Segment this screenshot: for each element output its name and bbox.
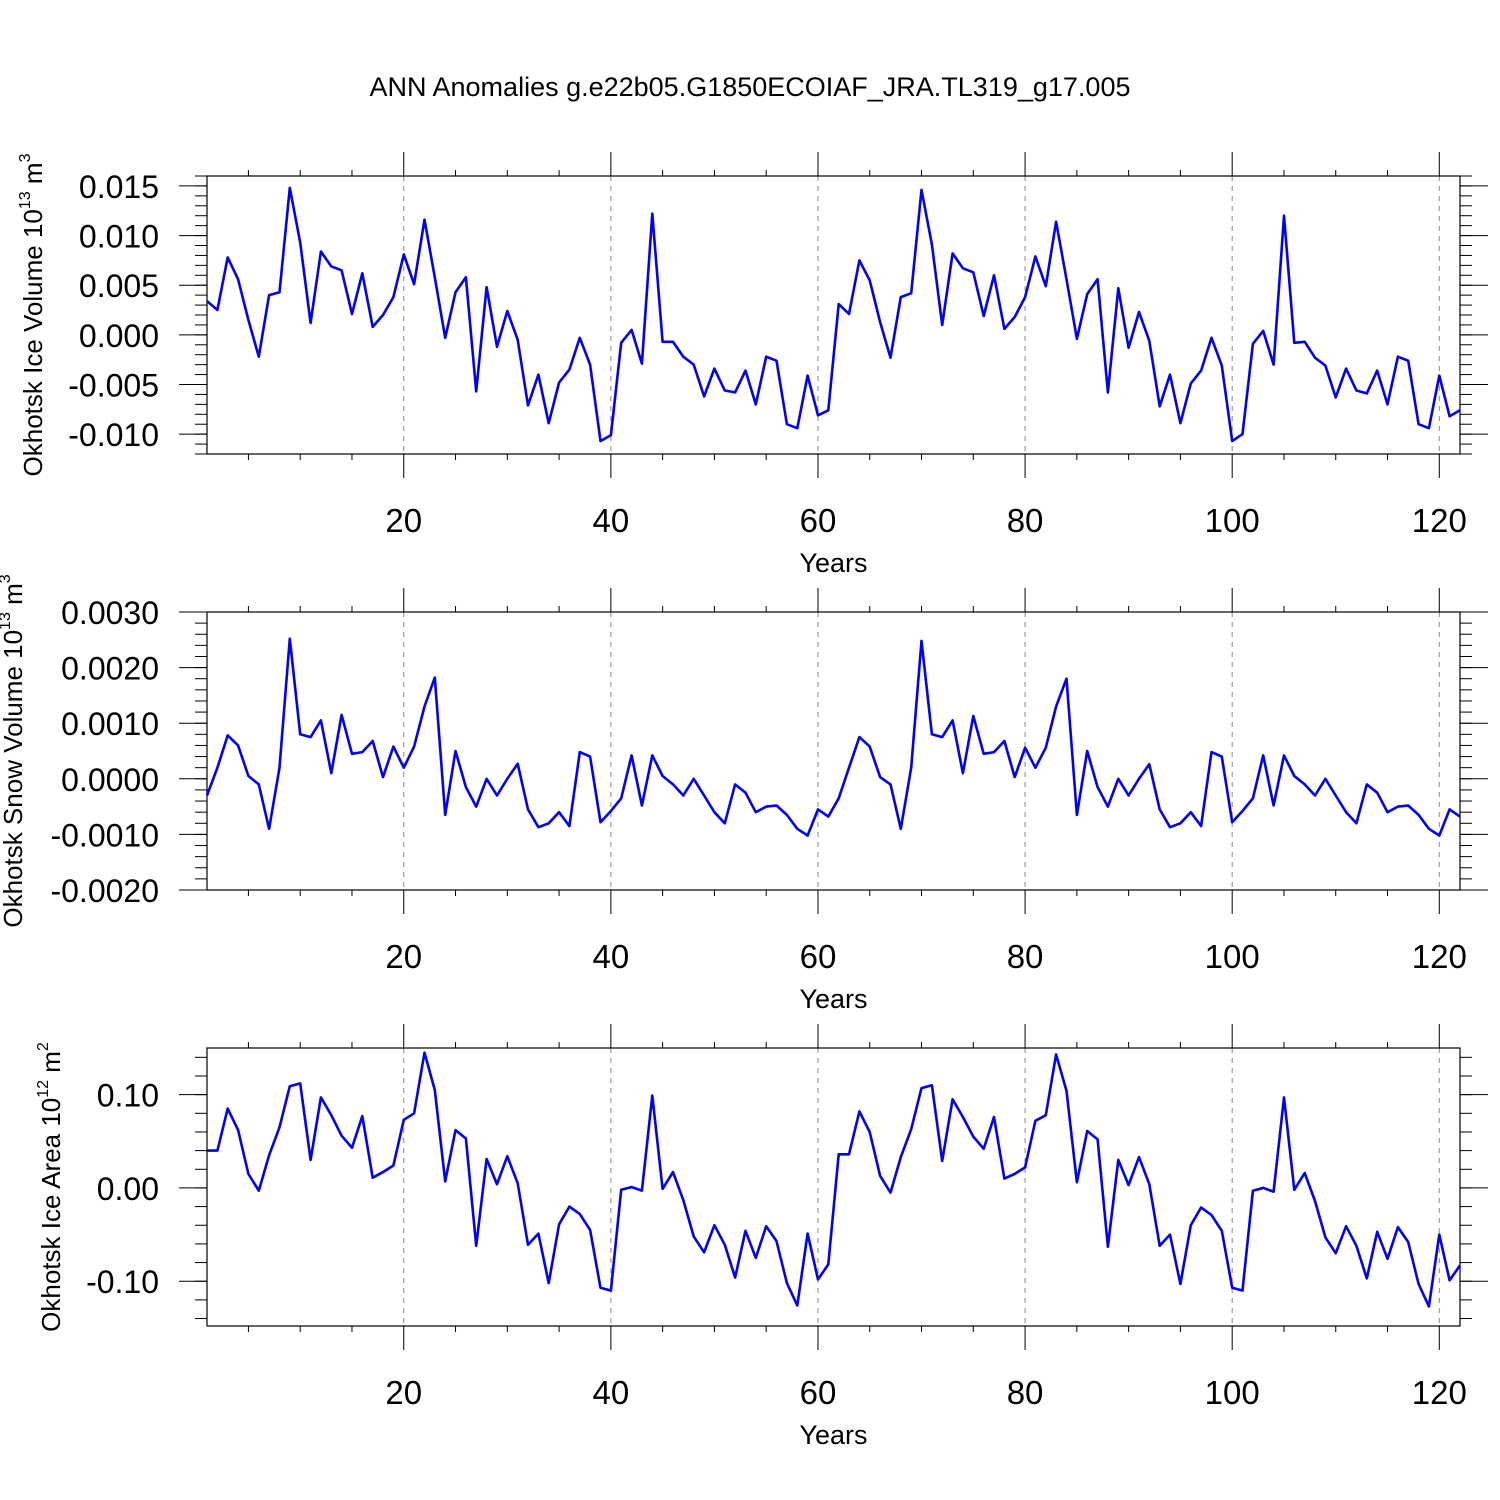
chart-panel-1: 20 40 60 80 100 120 -0.010 -0.005 0.000 0.005 0.01… <box>17 152 1488 578</box>
plot-frame <box>206 175 1461 455</box>
x-tick-label: 120 <box>1412 938 1467 975</box>
y-tick-label: 0.0010 <box>61 706 159 742</box>
x-tick-label: 60 <box>800 1374 837 1411</box>
y-tick-label: 0.015 <box>79 169 159 205</box>
y-tick-label: 0.10 <box>97 1078 159 1114</box>
page-title: ANN Anomalies g.e22b05.G1850ECOIAF_JRA.T… <box>369 72 1131 102</box>
x-tick-label: 100 <box>1205 938 1260 975</box>
plot-frame <box>206 1047 1461 1327</box>
series-line <box>206 186 1461 443</box>
series-line <box>207 1051 1462 1308</box>
y-tick-label: -0.005 <box>68 368 159 404</box>
chart-panel-2: 20 40 60 80 100 120 -0.0020 -0.0010 0.0000 0.0010… <box>0 574 1488 1014</box>
y-tick-label: 0.000 <box>79 318 159 354</box>
x-tick-label: 100 <box>1205 502 1260 539</box>
x-tick-label: 100 <box>1205 1374 1260 1411</box>
x-axis-label: Years <box>799 1420 867 1450</box>
y-axis-label: Okhotsk Ice Area 1012 m2 <box>35 1042 66 1332</box>
y-axis-label: Okhotsk Snow Volume 1013 m3 <box>0 574 28 927</box>
x-tick-label: 20 <box>385 938 422 975</box>
x-tick-label: 60 <box>800 938 837 975</box>
x-tick-label: 40 <box>593 938 630 975</box>
x-axis-label: Years <box>799 548 867 578</box>
y-tick-label: -0.010 <box>68 417 159 453</box>
y-tick-label: 0.010 <box>79 219 159 255</box>
x-tick-label: 20 <box>385 502 422 539</box>
y-tick-label: 0.0030 <box>61 595 159 631</box>
x-tick-label: 120 <box>1412 502 1467 539</box>
y-tick-label: 0.005 <box>79 268 159 304</box>
x-tick-label: 80 <box>1007 502 1044 539</box>
y-tick-label: 0.00 <box>97 1171 159 1207</box>
x-tick-label: 40 <box>593 1374 630 1411</box>
x-tick-label: 80 <box>1007 1374 1044 1411</box>
y-axis-label: Okhotsk Ice Volume 1013 m3 <box>17 153 48 476</box>
y-tick-label: -0.0020 <box>50 873 159 909</box>
y-tick-label: 0.0000 <box>61 762 159 798</box>
y-tick-label: -0.10 <box>86 1264 159 1300</box>
x-tick-label: 120 <box>1412 1374 1467 1411</box>
y-tick-label: 0.0020 <box>61 651 159 687</box>
series-line <box>205 637 1461 837</box>
x-tick-label: 80 <box>1007 938 1044 975</box>
chart-panel-3: 20 40 60 80 100 120 -0.10 0.00 0.10 Years Okhotsk … <box>35 1024 1488 1450</box>
x-tick-label: 20 <box>385 1374 422 1411</box>
plot-frame <box>206 611 1461 891</box>
y-tick-label: -0.0010 <box>50 817 159 853</box>
x-axis-label: Years <box>799 984 867 1014</box>
x-tick-label: 40 <box>593 502 630 539</box>
x-tick-label: 60 <box>800 502 837 539</box>
